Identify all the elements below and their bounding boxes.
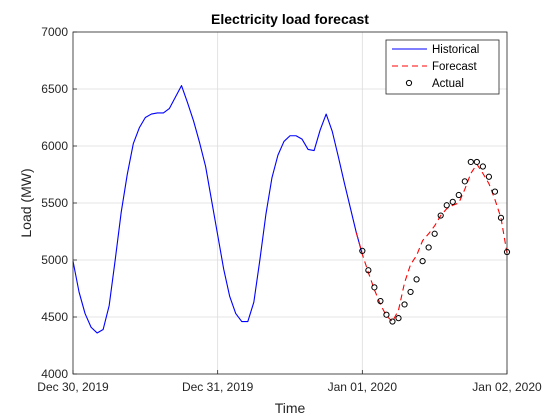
x-axis-label: Time — [275, 400, 306, 416]
legend-label-actual: Actual — [432, 78, 464, 90]
y-tick-label: 6500 — [41, 82, 68, 96]
actual-point — [383, 311, 390, 318]
actual-point — [437, 212, 444, 219]
y-tick-label: 4500 — [41, 310, 68, 324]
actual-point — [407, 288, 414, 296]
x-tick-label: Dec 30, 2019 — [37, 380, 109, 394]
legend-swatch-actual — [405, 79, 413, 87]
x-tick-label: Jan 02, 2020 — [472, 380, 542, 394]
actual-point — [419, 258, 426, 265]
actual-point — [455, 191, 462, 199]
actual-point — [485, 173, 493, 180]
actual-point — [425, 244, 432, 251]
actual-point — [449, 198, 456, 205]
actual-point — [491, 188, 499, 195]
y-tick-label: 7000 — [41, 25, 68, 39]
actual-point — [473, 158, 480, 166]
actual-point — [467, 158, 474, 166]
actual-point — [371, 284, 378, 291]
chart-title: Electricity load forecast — [211, 11, 369, 27]
actual-point — [431, 230, 438, 237]
actual-point — [461, 178, 468, 185]
actual-point — [365, 267, 372, 274]
historical-line — [72, 85, 363, 334]
y-tick-label: 6000 — [41, 139, 68, 153]
actual-point — [359, 247, 366, 254]
actual-point — [389, 318, 396, 325]
x-tick-label: Dec 31, 2019 — [182, 380, 254, 394]
x-tick-label: Jan 01, 2020 — [328, 380, 398, 394]
actual-point — [401, 301, 408, 308]
legend-label-forecast: Forecast — [432, 61, 478, 73]
legend-label-historical: Historical — [432, 44, 479, 56]
actual-point — [413, 276, 420, 283]
actual-point — [497, 214, 505, 221]
y-axis-label: Load (MW) — [18, 168, 34, 237]
actual-point — [377, 297, 384, 305]
y-tick-label: 4000 — [41, 367, 68, 381]
legend: Historical Forecast Actual — [385, 39, 500, 95]
y-tick-label: 5500 — [41, 196, 68, 210]
actual-point — [479, 163, 486, 170]
actual-point — [443, 202, 450, 209]
y-tick-label: 5000 — [41, 253, 68, 267]
actual-point — [395, 315, 402, 322]
axis-ticks: 4000 4500 5000 5500 6000 6500 7000 Dec 30, 2019… — [37, 25, 542, 394]
series-layer — [72, 85, 511, 334]
